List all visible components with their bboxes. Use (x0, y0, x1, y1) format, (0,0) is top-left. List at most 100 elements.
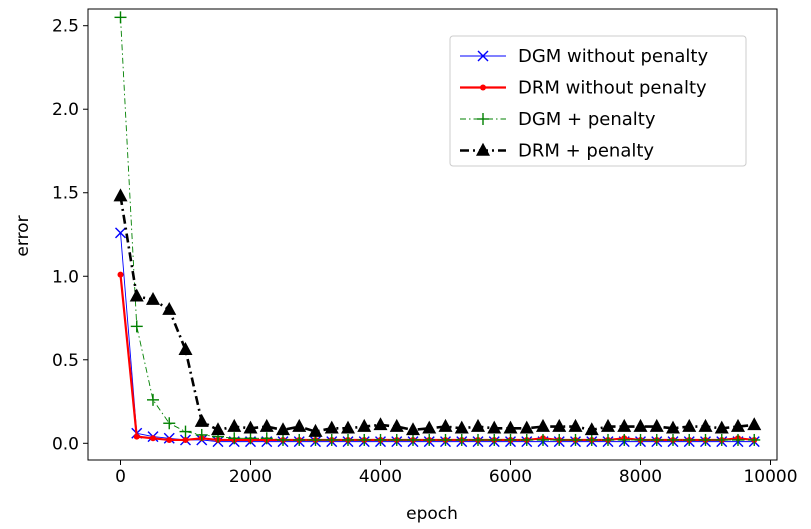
data-point (308, 423, 323, 437)
legend-label: DRM + penalty (518, 141, 654, 162)
x-tick-label: 6000 (489, 467, 532, 487)
data-point (407, 433, 419, 446)
data-point (504, 433, 517, 446)
data-point (277, 433, 289, 446)
data-point (390, 433, 403, 446)
data-point (536, 418, 550, 432)
y-tick-label: 1.5 (52, 184, 79, 204)
data-point (667, 433, 679, 446)
legend-label: DGM + penalty (518, 109, 656, 130)
series-line (120, 232, 755, 443)
legend-entry: DRM + penalty (460, 141, 654, 162)
data-point (227, 418, 242, 432)
data-point (715, 433, 728, 446)
data-point (178, 342, 193, 356)
data-point (162, 301, 177, 315)
y-tick-label: 2.5 (52, 17, 79, 37)
legend-marker (477, 113, 489, 125)
data-point (194, 413, 209, 427)
data-point (633, 418, 648, 432)
y-tick-label: 2.0 (52, 100, 79, 120)
data-point (357, 418, 372, 432)
data-point (617, 418, 632, 432)
y-tick-label: 0.0 (52, 434, 79, 454)
data-point (182, 436, 189, 443)
series-line (119, 195, 755, 433)
series-layer (113, 11, 762, 448)
data-point (146, 291, 160, 305)
data-point (472, 433, 484, 446)
legend: DGM without penalty DRM without penalty DG… (449, 35, 747, 167)
x-tick-label: 0 (115, 467, 126, 487)
data-point (731, 418, 745, 432)
data-point (438, 418, 453, 432)
legend-marker (476, 142, 490, 156)
data-point (553, 433, 566, 446)
data-point (130, 320, 143, 333)
legend-marker (477, 50, 489, 62)
data-point (488, 433, 501, 446)
data-point (471, 418, 485, 432)
data-point (552, 418, 567, 432)
legend-box (449, 35, 747, 167)
data-point (454, 420, 469, 434)
legend-marker (480, 84, 486, 91)
x-tick-label: 4000 (359, 467, 402, 487)
data-point (682, 418, 697, 432)
y-tick-label: 1.0 (52, 267, 79, 287)
data-point (373, 417, 388, 431)
data-point (584, 422, 599, 436)
data-point (150, 435, 156, 442)
data-point (166, 436, 173, 443)
data-point (324, 420, 339, 434)
data-point (211, 422, 225, 436)
data-point (537, 433, 549, 446)
data-point (602, 433, 614, 446)
legend-label: DRM without penalty (518, 78, 707, 99)
x-axis-label: epoch (406, 504, 458, 524)
data-point (666, 420, 680, 434)
legend-entry: DGM + penalty (460, 109, 656, 130)
data-point (243, 420, 258, 434)
series-line (120, 17, 755, 441)
data-point (129, 288, 144, 302)
data-point (195, 428, 208, 441)
x-axis: 0 2000 4000 6000 8000 10000 (115, 460, 798, 487)
data-point (341, 420, 355, 434)
x-tick-label: 8000 (619, 467, 662, 487)
data-point (342, 433, 354, 446)
data-point (133, 433, 140, 440)
data-point (714, 420, 729, 434)
data-point (634, 433, 647, 446)
legend-label: DGM without penalty (518, 46, 708, 67)
data-point (292, 418, 307, 432)
data-point (519, 420, 534, 434)
data-point (585, 433, 598, 446)
data-point (389, 418, 404, 432)
y-axis: 0.0 0.5 1.0 1.5 2.0 2.5 (52, 17, 88, 454)
plot-frame (87, 8, 778, 461)
data-point (601, 418, 615, 432)
data-point (423, 433, 436, 446)
data-point (618, 433, 631, 446)
data-point (439, 433, 452, 446)
series-3 (113, 188, 762, 437)
data-point (747, 417, 762, 431)
data-point (748, 433, 761, 446)
data-point (487, 420, 502, 434)
legend-entry: DGM without penalty (460, 46, 708, 67)
data-point (406, 422, 420, 436)
data-point (325, 433, 338, 446)
y-axis-label: error (13, 215, 33, 256)
data-point (374, 433, 387, 446)
data-point (569, 433, 582, 446)
data-point (117, 271, 124, 278)
data-point (520, 433, 533, 446)
data-point (422, 420, 437, 434)
data-point (503, 420, 518, 434)
data-point (649, 418, 664, 432)
data-point (683, 433, 696, 446)
data-point (244, 432, 257, 445)
legend-entry: DRM without penalty (460, 78, 707, 99)
data-point (732, 433, 744, 446)
